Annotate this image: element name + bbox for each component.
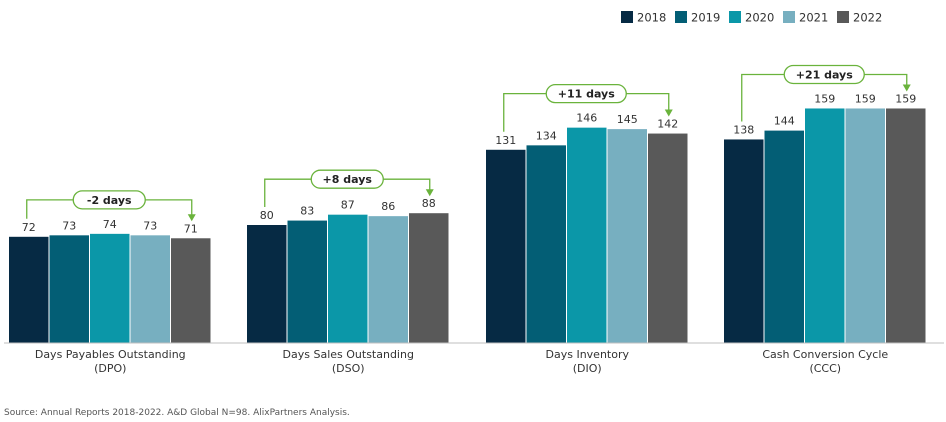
data-label: 144	[774, 115, 795, 128]
data-label: 73	[62, 219, 76, 232]
change-pill	[310, 169, 384, 189]
bar-ccc-2022	[886, 108, 926, 343]
change-annotation: +11 days	[503, 84, 673, 132]
category-label: Cash Conversion Cycle	[762, 348, 888, 361]
data-label: 87	[341, 199, 355, 212]
category-abbr: (CCC)	[809, 362, 841, 375]
change-label: +8 days	[323, 173, 373, 186]
bar-dso-2021	[368, 216, 408, 343]
change-pill	[783, 64, 865, 85]
legend-item-2021: 2021	[783, 11, 828, 25]
change-annotation: -2 days	[26, 190, 196, 222]
data-label: 159	[814, 92, 835, 105]
data-label: 142	[657, 118, 678, 131]
data-label: 86	[381, 200, 395, 213]
group-dso: 80 83 87 86 88 Days Sales Outstanding(DSO) +8 …	[247, 169, 449, 375]
data-label: 131	[495, 134, 516, 147]
data-label: 74	[103, 218, 117, 231]
data-label: 145	[617, 113, 638, 126]
change-annotation: +21 days	[741, 64, 911, 122]
data-label: 146	[576, 112, 597, 125]
legend-label: 2022	[853, 11, 882, 25]
bar-dio-2018	[486, 149, 526, 343]
legend-swatch	[783, 11, 795, 23]
legend: 2018 2019 2020 2021 2022	[621, 11, 882, 25]
category-abbr: (DSO)	[332, 362, 365, 375]
category-abbr: (DPO)	[94, 362, 126, 375]
bar-dpo-2019	[49, 235, 89, 343]
group-dpo: 72 73 74 73 71 Days Payables Outstanding(DPO)…	[9, 190, 211, 375]
change-label: +11 days	[558, 88, 615, 101]
arrow-head-icon	[902, 84, 911, 92]
bar-dio-2021	[607, 129, 647, 343]
data-label: 73	[143, 219, 157, 232]
legend-swatch	[729, 11, 741, 23]
legend-label: 2020	[745, 11, 774, 25]
bar-dso-2019	[287, 220, 327, 343]
bar-dpo-2018	[9, 236, 49, 343]
change-label: +21 days	[796, 68, 853, 81]
legend-label: 2019	[691, 11, 720, 25]
bar-ccc-2020	[805, 108, 845, 343]
data-label: 159	[895, 92, 916, 105]
legend-swatch	[621, 11, 633, 23]
data-label: 159	[855, 92, 876, 105]
source-note: Source: Annual Reports 2018-2022. A&D Gl…	[4, 408, 350, 418]
bar-dso-2022	[409, 213, 449, 343]
group-ccc: 138 144 159 159 159 Cash Conversion Cycle(CCC…	[724, 64, 926, 375]
legend-label: 2021	[799, 11, 828, 25]
bar-dio-2022	[648, 133, 688, 343]
category-label: Days Inventory	[546, 348, 630, 361]
change-pill	[545, 84, 627, 104]
bar-ccc-2018	[724, 139, 764, 343]
data-label: 71	[184, 222, 198, 235]
arrow-head-icon	[187, 214, 196, 222]
legend-item-2018: 2018	[621, 11, 666, 25]
change-label: -2 days	[87, 194, 132, 207]
bar-ccc-2021	[845, 108, 885, 343]
bar-dpo-2021	[130, 235, 170, 343]
legend-item-2020: 2020	[729, 11, 774, 25]
chart-groups: 72 73 74 73 71 Days Payables Outstanding(DPO)…	[9, 64, 926, 375]
legend-item-2019: 2019	[675, 11, 720, 25]
bar-dso-2018	[247, 225, 287, 343]
change-pill	[72, 190, 146, 210]
group-dio: 131 134 146 145 142 Days Inventory(DIO) +11 da…	[486, 84, 688, 375]
legend-swatch	[837, 11, 849, 23]
arrow-head-icon	[664, 109, 673, 117]
data-label: 83	[300, 205, 314, 218]
data-label: 80	[260, 209, 274, 222]
bar-dpo-2020	[90, 233, 130, 343]
legend-item-2022: 2022	[837, 11, 882, 25]
bar-dio-2019	[526, 145, 566, 343]
arrow-head-icon	[425, 189, 434, 197]
data-label: 88	[422, 197, 436, 210]
data-label: 138	[733, 123, 754, 136]
legend-label: 2018	[637, 11, 666, 25]
bar-dpo-2022	[171, 238, 211, 343]
change-annotation: +8 days	[264, 169, 434, 207]
category-label: Days Sales Outstanding	[283, 348, 414, 361]
category-abbr: (DIO)	[573, 362, 602, 375]
legend-swatch	[675, 11, 687, 23]
data-label: 134	[536, 129, 557, 142]
bar-ccc-2019	[764, 130, 804, 343]
bar-dso-2020	[328, 214, 368, 343]
data-label: 72	[22, 221, 36, 234]
bar-dio-2020	[567, 127, 607, 344]
category-label: Days Payables Outstanding	[35, 348, 186, 361]
